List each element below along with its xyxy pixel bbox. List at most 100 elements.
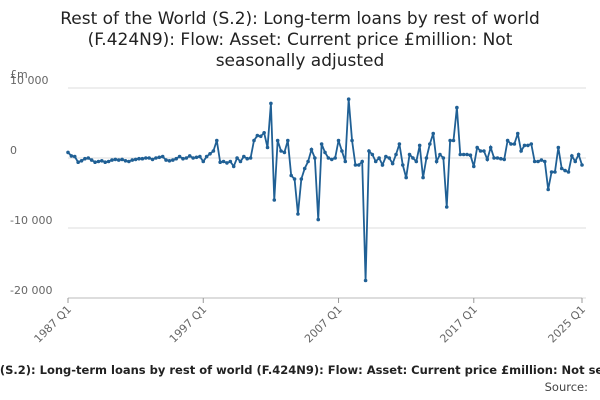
point (553, 170, 557, 174)
point (255, 133, 260, 138)
point (286, 138, 290, 143)
point (451, 138, 456, 143)
point (113, 157, 118, 162)
point (100, 159, 104, 163)
point (93, 160, 97, 164)
point (563, 168, 567, 173)
point (313, 156, 317, 160)
point (245, 156, 250, 161)
point (329, 157, 334, 162)
chart-title: (F.424N9): Flow: Asset: Current price £m… (88, 30, 513, 50)
point (72, 154, 77, 159)
point (150, 157, 155, 162)
point (123, 159, 128, 163)
point (570, 154, 574, 158)
point (177, 154, 182, 159)
point (167, 159, 172, 163)
point (275, 138, 280, 143)
point (218, 160, 222, 164)
point (549, 170, 554, 174)
point (502, 157, 507, 162)
y-axis-label: £m (10, 68, 28, 81)
point (299, 177, 304, 181)
point (96, 159, 101, 164)
point (306, 159, 310, 164)
point (289, 173, 293, 178)
source: Source: (545, 380, 588, 394)
point (380, 163, 385, 167)
point (110, 158, 114, 162)
x-tick-label: 2017 Q1 (437, 303, 480, 346)
point (505, 138, 510, 143)
point (346, 97, 351, 101)
point (434, 159, 439, 164)
point (539, 158, 544, 162)
point (160, 154, 165, 159)
point (79, 159, 84, 163)
point (252, 138, 256, 143)
point (350, 138, 354, 143)
point (407, 152, 412, 157)
point (458, 152, 463, 157)
point (509, 142, 513, 146)
point (444, 205, 449, 209)
point (448, 138, 452, 143)
x-tick-label: 2025 Q1 (546, 303, 589, 346)
x-tick-label: 2007 Q1 (302, 303, 345, 346)
point (76, 160, 80, 164)
point (221, 159, 226, 164)
point (103, 160, 107, 164)
point (83, 156, 87, 161)
point (411, 156, 415, 160)
point (201, 159, 206, 164)
point (181, 156, 185, 161)
point (519, 149, 523, 153)
point (424, 156, 429, 160)
point (130, 158, 135, 162)
point (248, 156, 253, 160)
point (438, 152, 442, 157)
y-tick-label: 0 (10, 144, 17, 157)
point (282, 150, 287, 155)
point (421, 175, 425, 180)
point (360, 159, 364, 164)
point (529, 142, 534, 146)
point (228, 159, 233, 164)
point (323, 150, 327, 155)
point (262, 131, 266, 135)
point (326, 156, 331, 160)
point (394, 152, 398, 157)
point (363, 278, 368, 283)
point (536, 159, 540, 164)
point (573, 159, 578, 164)
point (387, 156, 392, 160)
point (309, 147, 314, 152)
point (154, 156, 158, 160)
point (461, 152, 466, 157)
point (455, 105, 459, 110)
y-tick-label: -10 000 (10, 214, 52, 227)
point (478, 149, 483, 153)
point (468, 153, 473, 157)
point (184, 156, 189, 160)
point (336, 138, 341, 143)
point (171, 158, 175, 162)
point (157, 155, 162, 160)
y-tick-label: 10 000 (10, 74, 49, 87)
point (127, 159, 131, 164)
point (465, 152, 469, 157)
point (116, 158, 121, 162)
point (120, 157, 124, 162)
point (231, 164, 236, 169)
point (225, 161, 229, 165)
point (404, 175, 408, 180)
point (488, 145, 493, 150)
point (546, 187, 550, 192)
point (340, 149, 344, 153)
point (258, 134, 263, 139)
point (384, 154, 388, 159)
point (137, 156, 141, 161)
point (559, 166, 564, 171)
point (292, 177, 297, 181)
